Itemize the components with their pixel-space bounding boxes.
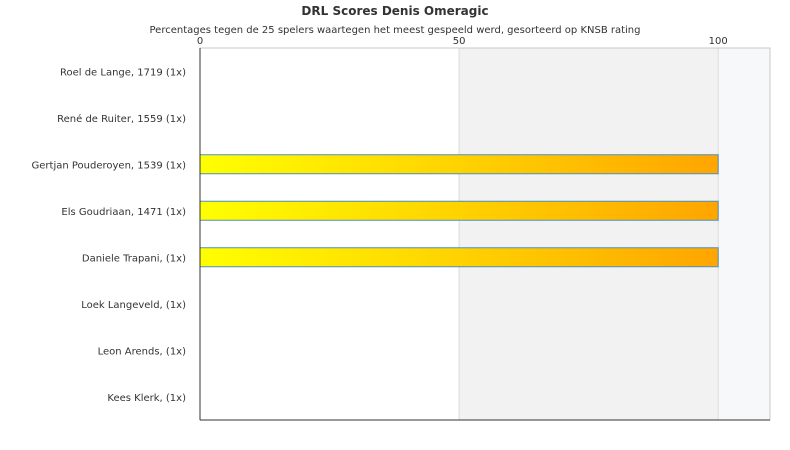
bars — [199, 154, 719, 268]
chart-subtitle: Percentages tegen de 25 spelers waartege… — [149, 25, 641, 36]
plot-background-bands — [200, 48, 770, 420]
plot-band — [200, 48, 460, 420]
category-label: Els Goudriaan, 1471 (1x) — [61, 207, 186, 218]
category-label: Loek Langeveld, (1x) — [81, 300, 186, 311]
category-label: Leon Arends, (1x) — [98, 346, 187, 357]
x-axis-ticks: 0 50 100 — [197, 36, 728, 47]
x-tick-label: 0 — [197, 36, 203, 47]
category-labels: Roel de Lange, 1719 (1x) René de Ruiter, … — [32, 67, 187, 404]
x-tick-label: 50 — [453, 36, 466, 47]
x-tick-label: 100 — [709, 36, 728, 47]
category-label: Roel de Lange, 1719 (1x) — [60, 67, 186, 78]
chart-title: DRL Scores Denis Omeragic — [301, 4, 489, 18]
plot-frame — [199, 47, 771, 421]
bar — [199, 247, 719, 268]
category-label: Kees Klerk, (1x) — [107, 393, 186, 404]
category-label: René de Ruiter, 1559 (1x) — [57, 113, 186, 125]
category-label: Gertjan Pouderoyen, 1539 (1x) — [32, 160, 187, 171]
plot-band — [459, 48, 719, 420]
plot-band — [718, 48, 770, 420]
bar — [199, 154, 719, 175]
bar — [199, 200, 719, 221]
category-label: Daniele Trapani, (1x) — [82, 253, 186, 264]
gridlines — [458, 48, 719, 420]
